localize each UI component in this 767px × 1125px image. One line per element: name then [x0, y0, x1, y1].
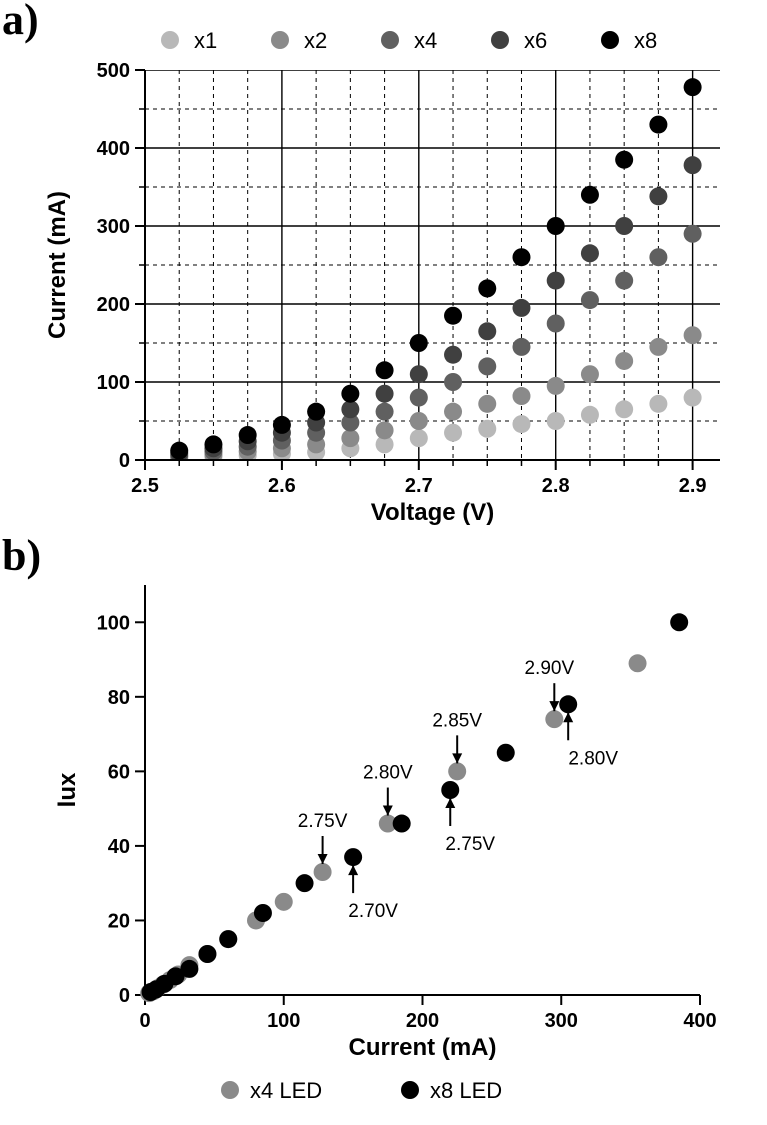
svg-text:2.75V: 2.75V [298, 811, 348, 832]
svg-text:2.75V: 2.75V [445, 834, 495, 855]
svg-text:400: 400 [683, 1010, 716, 1032]
svg-text:500: 500 [97, 60, 130, 82]
x-axis-label: Voltage (V) [371, 499, 495, 526]
annotation: 2.70V [348, 865, 398, 922]
legend: x1 x2 x4 x6 x8 [161, 28, 657, 53]
annotation: 2.75V [298, 811, 348, 864]
svg-text:400: 400 [97, 138, 130, 160]
svg-text:2.6: 2.6 [268, 475, 296, 497]
svg-text:0: 0 [119, 450, 130, 472]
svg-text:2.80V: 2.80V [363, 763, 413, 784]
annotation: 2.80V [363, 763, 413, 816]
legend: x4 LED x8 LED [221, 1078, 502, 1103]
svg-text:x4 LED: x4 LED [250, 1078, 322, 1103]
annotation: 2.80V [563, 712, 618, 769]
svg-text:300: 300 [545, 1010, 578, 1032]
svg-text:100: 100 [267, 1010, 300, 1032]
svg-text:x6: x6 [524, 28, 547, 53]
annotation: 2.75V [445, 798, 495, 855]
chart-a: 2.5 2.6 2.7 2.8 2.9 0 100 200 300 400 500 Voltage (… [0, 0, 767, 540]
svg-text:lux: lux [54, 772, 81, 807]
svg-text:x8: x8 [634, 28, 657, 53]
svg-text:2.9: 2.9 [679, 475, 707, 497]
svg-text:2.5: 2.5 [131, 475, 159, 497]
svg-text:2.85V: 2.85V [432, 710, 482, 731]
svg-text:80: 80 [108, 687, 130, 709]
svg-text:0: 0 [119, 985, 130, 1007]
y-axis-label: Current (mA) [44, 191, 71, 339]
svg-text:20: 20 [108, 910, 130, 932]
svg-text:x8 LED: x8 LED [430, 1078, 502, 1103]
svg-text:2.8: 2.8 [542, 475, 570, 497]
svg-text:200: 200 [406, 1010, 439, 1032]
chart-b: 0 100 200 300 400 0 20 40 60 80 100 Current (mA) lux… [0, 540, 767, 1125]
svg-text:60: 60 [108, 761, 130, 783]
svg-text:2.7: 2.7 [405, 475, 433, 497]
svg-text:x1: x1 [194, 28, 217, 53]
annotation: 2.85V [432, 710, 482, 763]
svg-text:200: 200 [97, 294, 130, 316]
svg-text:2.80V: 2.80V [568, 748, 618, 769]
svg-text:300: 300 [97, 216, 130, 238]
svg-text:2.70V: 2.70V [348, 901, 398, 922]
svg-text:2.90V: 2.90V [524, 658, 574, 679]
svg-text:100: 100 [97, 612, 130, 634]
svg-text:0: 0 [139, 1010, 150, 1032]
svg-text:x2: x2 [304, 28, 327, 53]
svg-text:x4: x4 [414, 28, 437, 53]
svg-text:100: 100 [97, 372, 130, 394]
svg-text:Current (mA): Current (mA) [349, 1034, 497, 1061]
svg-text:40: 40 [108, 836, 130, 858]
